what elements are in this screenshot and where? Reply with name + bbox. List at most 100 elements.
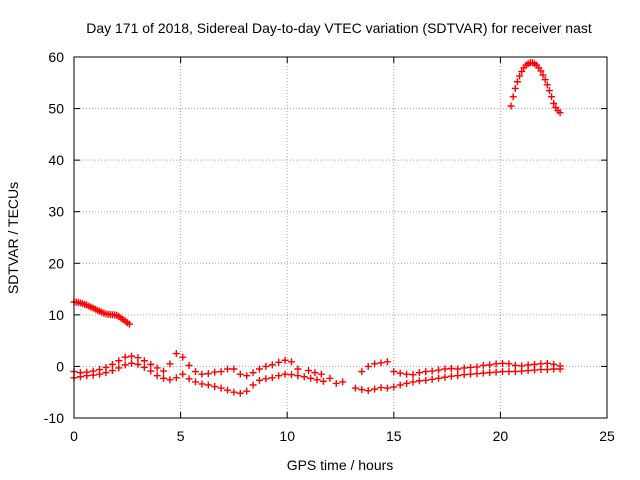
data-point [89, 371, 97, 379]
x-tick-label: 5 [177, 428, 185, 444]
data-point [287, 371, 295, 379]
data-point [364, 387, 372, 395]
data-point [134, 360, 142, 368]
series-high-arc-early [70, 298, 133, 328]
data-point [160, 367, 168, 375]
data-point [311, 369, 319, 377]
data-point [108, 367, 116, 375]
data-point [255, 376, 263, 384]
data-point [217, 384, 225, 392]
data-point [121, 353, 129, 361]
data-point [467, 363, 475, 371]
data-point [307, 374, 315, 382]
x-axis-label: GPS time / hours [287, 457, 394, 473]
data-point [294, 372, 302, 380]
data-point [505, 360, 513, 368]
series-high-arc-late [507, 59, 564, 117]
data-point [537, 67, 545, 75]
data-point [275, 372, 283, 380]
data-point [364, 362, 372, 370]
data-point [281, 356, 289, 364]
data-point [543, 81, 551, 89]
data-point [172, 374, 180, 382]
y-tick-label: 60 [48, 49, 64, 65]
data-point [473, 370, 481, 378]
data-point [83, 372, 91, 380]
data-point [543, 366, 551, 374]
data-point [211, 368, 219, 376]
data-point [243, 387, 251, 395]
data-point [230, 388, 238, 396]
y-tick-label: 0 [56, 358, 64, 374]
data-point [268, 374, 276, 382]
data-point [539, 71, 547, 79]
chart-title: Day 171 of 2018, Sidereal Day-to-day VTE… [86, 20, 592, 36]
data-point [371, 385, 379, 393]
data-point [415, 377, 423, 385]
data-point [108, 360, 116, 368]
data-point [351, 384, 359, 392]
data-point [383, 358, 391, 366]
data-point [243, 372, 251, 380]
data-point [224, 365, 232, 373]
data-point [281, 370, 289, 378]
data-point [556, 109, 564, 117]
data-point [428, 367, 436, 375]
x-tick-label: 0 [70, 428, 78, 444]
data-point [313, 376, 321, 384]
data-point [115, 364, 123, 372]
series-near-zero-lower [70, 359, 564, 397]
data-point [125, 320, 133, 328]
data-point [185, 361, 193, 369]
data-point [499, 368, 507, 376]
data-point [249, 369, 257, 377]
grid [74, 57, 607, 418]
data-point [473, 363, 481, 371]
data-point [467, 370, 475, 378]
data-point [541, 76, 549, 84]
data-point [121, 361, 129, 369]
data-point [236, 370, 244, 378]
x-tick-label: 20 [493, 428, 509, 444]
x-tick-label: 25 [599, 428, 615, 444]
data-point [492, 360, 500, 368]
data-point [134, 354, 142, 362]
data-point [396, 369, 404, 377]
data-point [524, 367, 532, 375]
data-point [371, 360, 379, 368]
data-point [390, 383, 398, 391]
data-point [409, 378, 417, 386]
data-point [537, 366, 545, 374]
data-point [230, 365, 238, 373]
data-series [70, 59, 564, 397]
data-point [179, 353, 187, 361]
data-point [447, 364, 455, 372]
data-point [358, 386, 366, 394]
data-point [505, 368, 513, 376]
data-point [435, 366, 443, 374]
data-point [531, 366, 539, 374]
data-point [486, 369, 494, 377]
data-point [128, 352, 136, 360]
data-point [511, 368, 519, 376]
data-point [153, 364, 161, 372]
y-axis-label: SDTVAR / TECUs [5, 182, 21, 294]
data-point [358, 368, 366, 376]
data-point [204, 370, 212, 378]
data-point [377, 359, 385, 367]
data-point [339, 378, 347, 386]
data-point [147, 360, 155, 368]
data-point [550, 365, 558, 373]
data-point [518, 67, 526, 75]
data-point [96, 370, 104, 378]
data-point [147, 367, 155, 375]
data-point [377, 384, 385, 392]
data-point [192, 368, 200, 376]
data-point [217, 368, 225, 376]
data-point [140, 357, 148, 365]
data-point [409, 371, 417, 379]
data-point [441, 373, 449, 381]
data-point [255, 365, 263, 373]
data-point [499, 359, 507, 367]
